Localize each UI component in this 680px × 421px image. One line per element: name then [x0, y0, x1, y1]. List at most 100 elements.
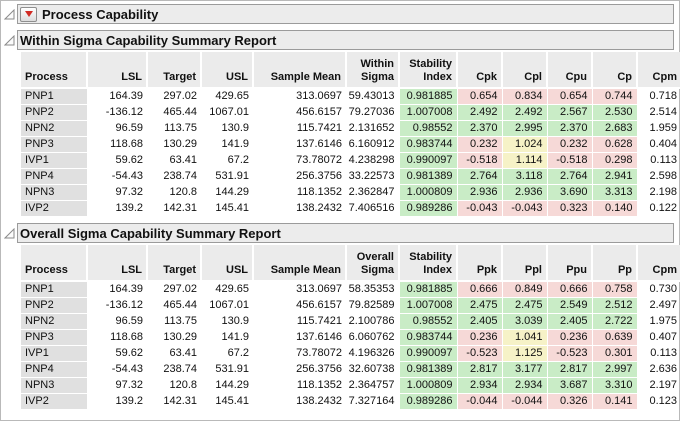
value-cell: 0.989286: [398, 200, 458, 217]
disclosure-triangle-icon[interactable]: [4, 8, 15, 20]
section-title: Within Sigma Capability Summary Report: [20, 32, 277, 48]
overall-outline-row: Overall Sigma Capability Summary Report: [1, 223, 679, 243]
process-cell: PNP2: [21, 297, 87, 314]
value-cell: -0.043: [456, 200, 503, 217]
value-cell: 531.91: [215, 170, 249, 182]
value-cell: 3.039: [501, 313, 548, 330]
value-cell: 67.2: [227, 347, 249, 359]
within-table-container: Process LSL Target USL Sample Mean Within Sig…: [21, 52, 680, 217]
value-cell: 97.32: [115, 379, 143, 391]
value-cell: -0.523: [546, 345, 593, 362]
column-header-ppk: Ppk: [456, 245, 502, 282]
overall-title-bar: Overall Sigma Capability Summary Report: [17, 223, 674, 243]
process-cell: NPN3: [21, 377, 87, 394]
value-cell: 0.981885: [398, 87, 458, 105]
overall-sigma-section: Overall Sigma Capability Summary Report …: [1, 223, 680, 410]
value-cell: 3.313: [591, 184, 638, 201]
overall-table-container: Process LSL Target USL Sample Mean Overall Si…: [21, 245, 680, 410]
column-header-within-sigma: Within Sigma: [345, 52, 399, 89]
value-cell: 1.041: [501, 329, 548, 346]
value-cell: 113.75: [164, 122, 197, 134]
value-cell: 2.492: [501, 104, 548, 121]
value-cell: -0.043: [501, 200, 548, 217]
value-cell: 0.140: [591, 200, 638, 217]
value-cell: 7.406516: [348, 202, 395, 214]
table-row: PNP2 -136.12 465.44 1067.01 456.6157 79.27036…: [21, 104, 680, 121]
value-cell: 3.177: [501, 361, 548, 378]
value-cell: 59.62: [115, 154, 143, 166]
value-cell: 2.405: [456, 313, 503, 330]
value-cell: 1.975: [649, 315, 677, 327]
value-cell: 2.936: [456, 184, 503, 201]
value-cell: 0.989286: [398, 393, 458, 410]
header-row: Process LSL Target USL Sample Mean Overall Si…: [21, 245, 680, 282]
process-cell: NPN3: [21, 184, 87, 201]
value-cell: 0.113: [650, 347, 677, 359]
value-cell: 58.35353: [348, 283, 395, 296]
value-cell: 1.024: [501, 136, 548, 153]
value-cell: 137.6146: [296, 331, 342, 343]
value-cell: 164.39: [109, 283, 143, 296]
value-cell: 73.78072: [296, 154, 342, 166]
column-header-overall-sigma: Overall Sigma: [345, 245, 399, 282]
value-cell: 0.983744: [398, 136, 458, 153]
process-cell: IVP1: [21, 345, 87, 362]
table-row: IVP2 139.2 142.31 145.41 138.2432 7.327164 0.9…: [21, 393, 680, 410]
value-cell: 2.549: [546, 297, 593, 314]
value-cell: 137.6146: [296, 138, 342, 150]
value-cell: -0.523: [456, 345, 503, 362]
value-cell: 139.2: [115, 395, 143, 407]
value-cell: 0.404: [649, 138, 677, 150]
value-cell: 164.39: [109, 90, 143, 103]
disclosure-triangle-icon[interactable]: [4, 227, 15, 239]
column-header-ppu: Ppu: [546, 245, 592, 282]
value-cell: 256.3756: [296, 170, 342, 182]
value-cell: 1.125: [501, 345, 548, 362]
process-cell: PNP3: [21, 329, 87, 346]
value-cell: 2.100786: [348, 315, 395, 327]
value-cell: 1.007008: [398, 297, 458, 314]
value-cell: 2.405: [546, 313, 593, 330]
value-cell: 1067.01: [209, 299, 249, 311]
value-cell: 0.744: [591, 87, 638, 105]
value-cell: 33.22573: [348, 170, 395, 182]
table-row: PNP3 118.68 130.29 141.9 137.6146 6.160912 0.9…: [21, 136, 680, 153]
value-cell: 138.2432: [296, 202, 342, 214]
table-row: IVP2 139.2 142.31 145.41 138.2432 7.406516 0.9…: [21, 200, 680, 217]
value-cell: -0.518: [546, 152, 593, 169]
value-cell: 59.43013: [348, 90, 395, 103]
value-cell: 142.31: [163, 202, 197, 214]
disclosure-triangle-icon[interactable]: [4, 34, 15, 46]
value-cell: 2.636: [649, 363, 677, 375]
column-header-lsl: LSL: [86, 245, 147, 282]
value-cell: 2.941: [591, 168, 638, 185]
value-cell: 63.41: [169, 154, 197, 166]
value-cell: 142.31: [163, 395, 197, 407]
value-cell: 0.98552: [398, 313, 458, 330]
process-cell: IVP1: [21, 152, 87, 169]
process-cell: NPN2: [21, 313, 87, 330]
value-cell: 2.512: [591, 297, 638, 314]
process-cell: PNP2: [21, 104, 87, 121]
value-cell: 465.44: [163, 106, 197, 118]
table-row: PNP4 -54.43 238.74 531.91 256.3756 33.22573 0.…: [21, 168, 680, 185]
column-header-cpu: Cpu: [546, 52, 592, 89]
value-cell: 96.59: [115, 315, 143, 327]
value-cell: 238.74: [163, 170, 197, 182]
value-cell: 0.758: [591, 280, 638, 298]
value-cell: 313.0697: [296, 90, 342, 103]
value-cell: 2.934: [456, 377, 503, 394]
value-cell: 2.475: [501, 297, 548, 314]
table-row: PNP2 -136.12 465.44 1067.01 456.6157 79.82589…: [21, 297, 680, 314]
column-header-usl: USL: [200, 245, 253, 282]
process-cell: IVP2: [21, 393, 87, 410]
process-cell: PNP4: [21, 361, 87, 378]
value-cell: 0.983744: [398, 329, 458, 346]
column-header-ppl: Ppl: [501, 245, 547, 282]
red-triangle-menu-button[interactable]: [20, 6, 37, 22]
value-cell: 59.62: [115, 347, 143, 359]
process-cell: IVP2: [21, 200, 87, 217]
value-cell: 6.160912: [348, 138, 395, 150]
value-cell: -0.044: [501, 393, 548, 410]
